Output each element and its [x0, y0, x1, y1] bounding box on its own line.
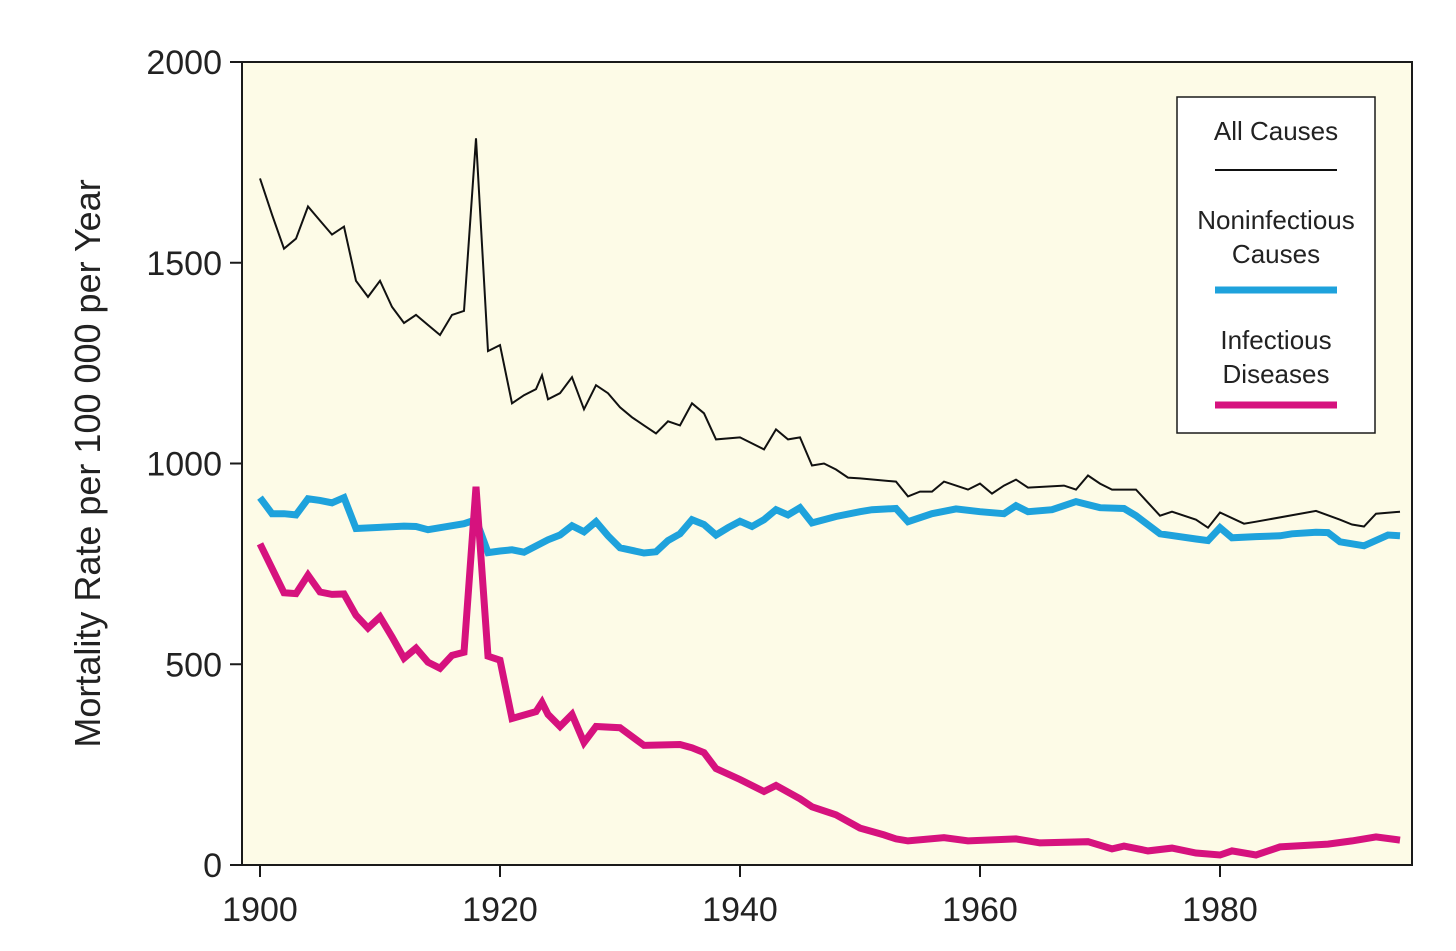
- legend-box: [1176, 96, 1376, 434]
- series-line-noninfectious-causes: [257, 492, 1401, 557]
- y-tick-label: 500: [165, 646, 222, 684]
- y-axis-label: Mortality Rate per 100 000 per Year: [67, 179, 108, 747]
- y-tick-label: 1000: [146, 446, 222, 484]
- x-tick-label: 1940: [702, 891, 778, 929]
- legend-entry-label: Causes: [1232, 239, 1320, 269]
- legend: All Causes Noninfectious Causes Infectious D…: [1176, 96, 1376, 434]
- y-tick-label: 1500: [146, 245, 222, 283]
- legend-entry-label: All Causes: [1214, 116, 1338, 146]
- series-line-infectious-diseases: [256, 486, 1401, 859]
- legend-entry-label: Infectious: [1220, 325, 1331, 355]
- series-line-all-causes: [259, 138, 1401, 530]
- y-tick-label: 0: [203, 847, 222, 885]
- x-tick-label: 1900: [222, 891, 298, 929]
- legend-entry-label: Diseases: [1223, 359, 1330, 389]
- x-tick-label: 1980: [1182, 891, 1258, 929]
- series-layer: [256, 138, 1401, 859]
- x-tick-label: 1920: [462, 891, 538, 929]
- legend-entry-label: Noninfectious: [1197, 205, 1355, 235]
- x-tick-label: 1960: [942, 891, 1018, 929]
- y-tick-label: 2000: [146, 44, 222, 82]
- axes-layer: 0 500 1000 1500 2000 1900 1920 1940 1960 1980: [146, 44, 1413, 929]
